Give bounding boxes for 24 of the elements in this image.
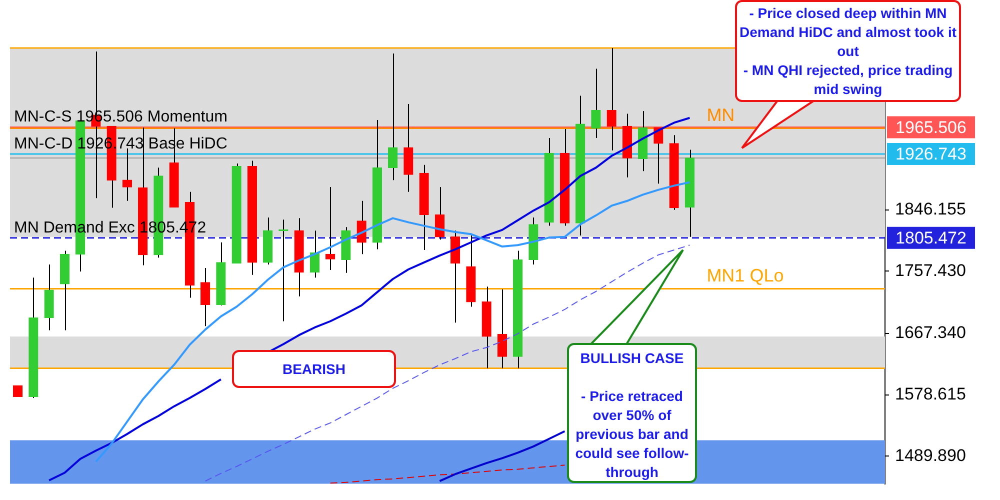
y-tick-label: 1489.890 bbox=[895, 446, 966, 465]
candlestick bbox=[388, 53, 398, 181]
ref-line-label: MN bbox=[706, 105, 735, 126]
candlestick bbox=[200, 267, 210, 327]
candlestick bbox=[606, 48, 616, 151]
text: 1926.743 bbox=[896, 144, 966, 164]
y-tick-label: 1578.615 bbox=[895, 384, 966, 404]
line-series bbox=[204, 244, 690, 482]
ref-line-label: MN1 QLo bbox=[706, 266, 784, 286]
candlestick bbox=[310, 230, 320, 278]
candlestick bbox=[356, 200, 366, 255]
y-tick-label: 1757.430 bbox=[895, 260, 966, 280]
annotation: BEARISH bbox=[282, 360, 346, 378]
candlestick bbox=[591, 68, 601, 138]
candlestick bbox=[497, 288, 508, 369]
text: BULLISH CASE - Price retraced over 50% of previous bar and could see follow-through bbox=[575, 350, 689, 480]
annotation: - Price closed deep within MN Demand HiDC and almost took it out - MN QHI rejected, price trading mid swing bbox=[739, 4, 957, 98]
text: 1805.472 bbox=[896, 228, 966, 248]
y-tick-label: 1667.340 bbox=[895, 323, 966, 342]
candlestick bbox=[122, 148, 132, 202]
text: 1965.506 bbox=[896, 118, 966, 137]
candlestick bbox=[325, 186, 336, 271]
line-series bbox=[330, 464, 566, 484]
y-tick-label: 1846.155 bbox=[895, 199, 966, 218]
